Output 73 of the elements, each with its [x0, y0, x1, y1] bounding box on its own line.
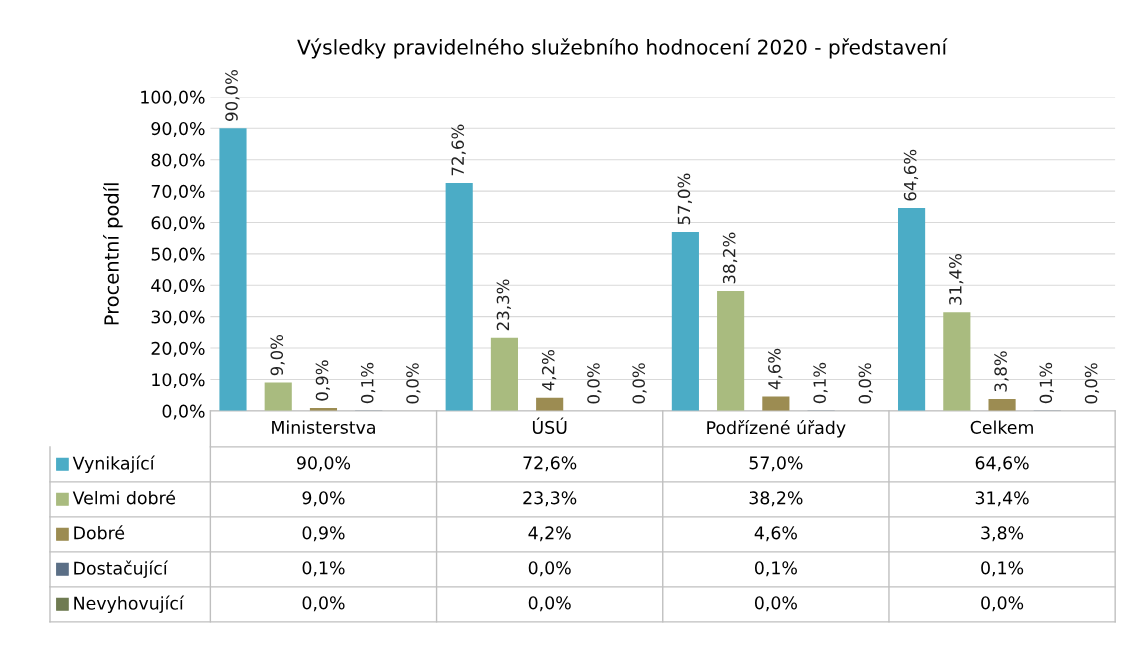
text: 0,1%: [813, 362, 828, 404]
data-label: 0,9%: [302, 526, 345, 542]
data-label: 23,3%: [523, 491, 577, 507]
text: 0,0%: [632, 363, 647, 404]
data-label: 0,0%: [528, 561, 571, 577]
y-tick-label: 70,0%: [151, 184, 205, 200]
data-label: 4,2%: [528, 526, 571, 542]
x-tick-label: Celkem: [970, 420, 1033, 434]
x-tick-label: ÚSÚ: [532, 417, 567, 434]
text: 72,6%: [451, 124, 466, 176]
text: 4,6%: [768, 348, 783, 390]
data-label: 64,6%: [975, 456, 1029, 472]
text: 64,6%: [903, 149, 919, 201]
data-label: 4,6%: [754, 526, 797, 542]
data-label: 57,0%: [749, 456, 803, 472]
y-tick-label: 40,0%: [151, 278, 205, 294]
text: 0,0%: [858, 363, 873, 404]
y-tick-label: 30,0%: [151, 310, 205, 326]
legend-label: Nevyhovující: [74, 595, 185, 614]
x-tick-label: Ministerstva: [272, 420, 375, 434]
data-label: 31,4%: [975, 491, 1029, 507]
chart-title: Výsledky pravidelného služebního hodnocení 2020 - představení: [297, 38, 948, 59]
text: 38,2%: [722, 232, 738, 284]
legend-label: Vynikající: [72, 455, 155, 474]
x-tick-label: Podřízené úřady: [707, 420, 846, 438]
data-label: 38,2%: [749, 491, 803, 507]
data-label: 90,0%: [296, 456, 351, 472]
y-tick-label: 80,0%: [151, 153, 205, 169]
bar: [490, 337, 518, 411]
text: 0,0%: [1084, 363, 1100, 404]
y-tick-label: 90,0%: [151, 122, 205, 137]
data-label: 0,1%: [302, 561, 345, 577]
bar: [219, 128, 247, 411]
y-axis-title: Procentní podíl: [103, 183, 123, 325]
y-tick-label: 0,0%: [162, 404, 205, 420]
data-label: 0,0%: [981, 596, 1024, 612]
text: 9,0%: [270, 334, 285, 376]
bar: [536, 397, 564, 411]
data-label: 0,0%: [754, 596, 797, 612]
data-label: 9,0%: [302, 491, 345, 507]
data-label: 0,0%: [528, 596, 571, 612]
bar: [988, 398, 1016, 411]
text: 0,0%: [406, 363, 421, 404]
data-label: 72,6%: [523, 456, 577, 472]
text: 90,0%: [225, 69, 240, 121]
y-tick-label: 20,0%: [151, 341, 205, 357]
y-tick-label: 10,0%: [152, 373, 205, 389]
text: 0,1%: [360, 362, 376, 404]
bar: [717, 290, 745, 411]
bar: [445, 182, 473, 411]
legend-label: Dostačující: [74, 560, 169, 579]
y-tick-label: 50,0%: [151, 247, 205, 263]
text: 4,2%: [541, 349, 557, 391]
bar: [762, 396, 790, 411]
y-tick-label: 100,0%: [141, 90, 205, 106]
bar: [898, 208, 926, 411]
legend-label: Dobré: [74, 525, 125, 540]
text: 0,9%: [315, 360, 330, 401]
bar: [671, 231, 699, 411]
legend-label: Velmi dobré: [72, 490, 176, 505]
data-label: 0,0%: [302, 596, 345, 612]
bar: [943, 312, 971, 411]
text: 0,1%: [1039, 362, 1054, 404]
data-label: 3,8%: [981, 526, 1024, 542]
text: 31,4%: [949, 253, 964, 305]
text: 3,8%: [994, 351, 1009, 392]
text: 57,0%: [677, 173, 692, 225]
y-tick-label: 60,0%: [151, 216, 205, 232]
bar: [264, 382, 292, 411]
data-label: 0,1%: [754, 561, 797, 577]
text: 23,3%: [496, 279, 511, 331]
text: 0,0%: [587, 363, 602, 404]
data-label: 0,1%: [981, 561, 1024, 577]
